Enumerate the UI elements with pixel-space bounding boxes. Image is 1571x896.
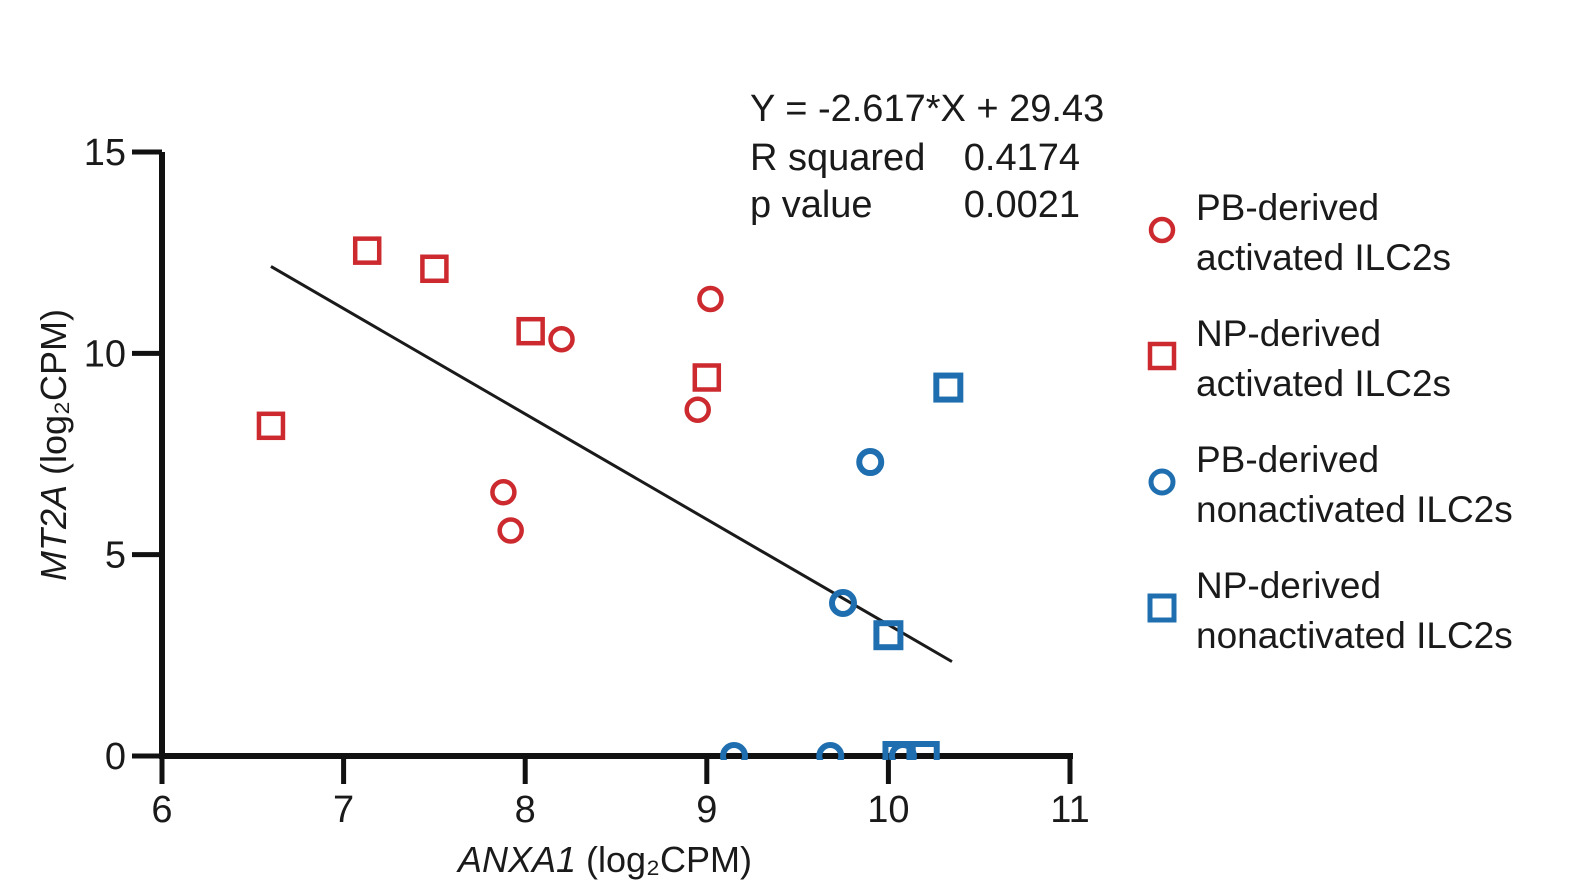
p-value-label: p value: [750, 184, 873, 226]
circle-point: [684, 396, 711, 423]
legend-label: nonactivated ILC2s: [1196, 489, 1513, 530]
data-points: [256, 236, 964, 760]
x-tick-label: 6: [151, 789, 172, 831]
circle-point: [490, 479, 517, 506]
x-tick-label: 10: [867, 789, 909, 831]
circle-point: [720, 742, 749, 760]
y-axis-gene: MT2A: [33, 485, 74, 581]
y-tick-label: 5: [105, 535, 126, 577]
regression-equation: Y = -2.617*X + 29.43: [750, 88, 1104, 130]
legend-marker: [1148, 468, 1176, 496]
y-tick-label: 10: [84, 333, 126, 375]
x-tick-label: 7: [333, 789, 354, 831]
legend-marker: [1147, 341, 1177, 371]
square-point: [352, 236, 382, 265]
legend-label: NP-derived: [1196, 313, 1381, 354]
x-axis-unit: (log₂CPM): [586, 839, 752, 880]
legend-label: PB-derived: [1196, 439, 1379, 480]
x-tick-label: 11: [1050, 789, 1089, 831]
square-point: [873, 620, 904, 651]
legend-label: PB-derived: [1196, 187, 1379, 228]
regression-line: [270, 265, 953, 663]
legend-marker: [1148, 216, 1176, 244]
square-point: [933, 372, 964, 403]
y-tick-label: 0: [105, 736, 126, 778]
x-tick-label: 9: [696, 789, 717, 831]
legend: PB-derived activated ILC2s NP-derived activ…: [1147, 187, 1513, 656]
circle-point: [816, 742, 845, 760]
regression-stats: Y = -2.617*X + 29.43 R squared 0.4174 p …: [750, 88, 1104, 226]
axes: [159, 152, 1073, 759]
y-axis-unit: (log₂CPM): [33, 309, 74, 475]
x-axis-title: ANXA1 (log₂CPM): [456, 839, 752, 880]
y-axis-title: MT2A (log₂CPM): [33, 309, 74, 581]
x-tick-label: 8: [515, 789, 536, 831]
square-point: [256, 411, 286, 441]
square-point: [882, 741, 913, 760]
square-point: [516, 316, 545, 346]
circle-point: [697, 285, 724, 313]
circle-point: [548, 325, 575, 353]
legend-label: nonactivated ILC2s: [1196, 615, 1513, 656]
p-value-value: 0.0021: [964, 184, 1080, 226]
circle-point: [497, 517, 524, 544]
legend-label: activated ILC2s: [1196, 237, 1451, 278]
y-axis-ticks: 0 5 10 15: [84, 132, 162, 778]
square-point: [909, 741, 940, 760]
square-point: [420, 254, 449, 284]
legend-label: NP-derived: [1196, 565, 1381, 606]
x-axis-gene: ANXA1: [456, 839, 576, 880]
legend-label: activated ILC2s: [1196, 363, 1451, 404]
square-point: [692, 363, 722, 392]
circle-point: [856, 448, 885, 477]
circle-point: [829, 588, 857, 617]
y-tick-label: 15: [84, 132, 126, 174]
r-squared-label: R squared: [750, 137, 925, 179]
legend-marker: [1147, 593, 1177, 623]
r-squared-value: 0.4174: [964, 137, 1080, 179]
x-axis-ticks: 6 7 8 9 10 11: [151, 756, 1090, 831]
